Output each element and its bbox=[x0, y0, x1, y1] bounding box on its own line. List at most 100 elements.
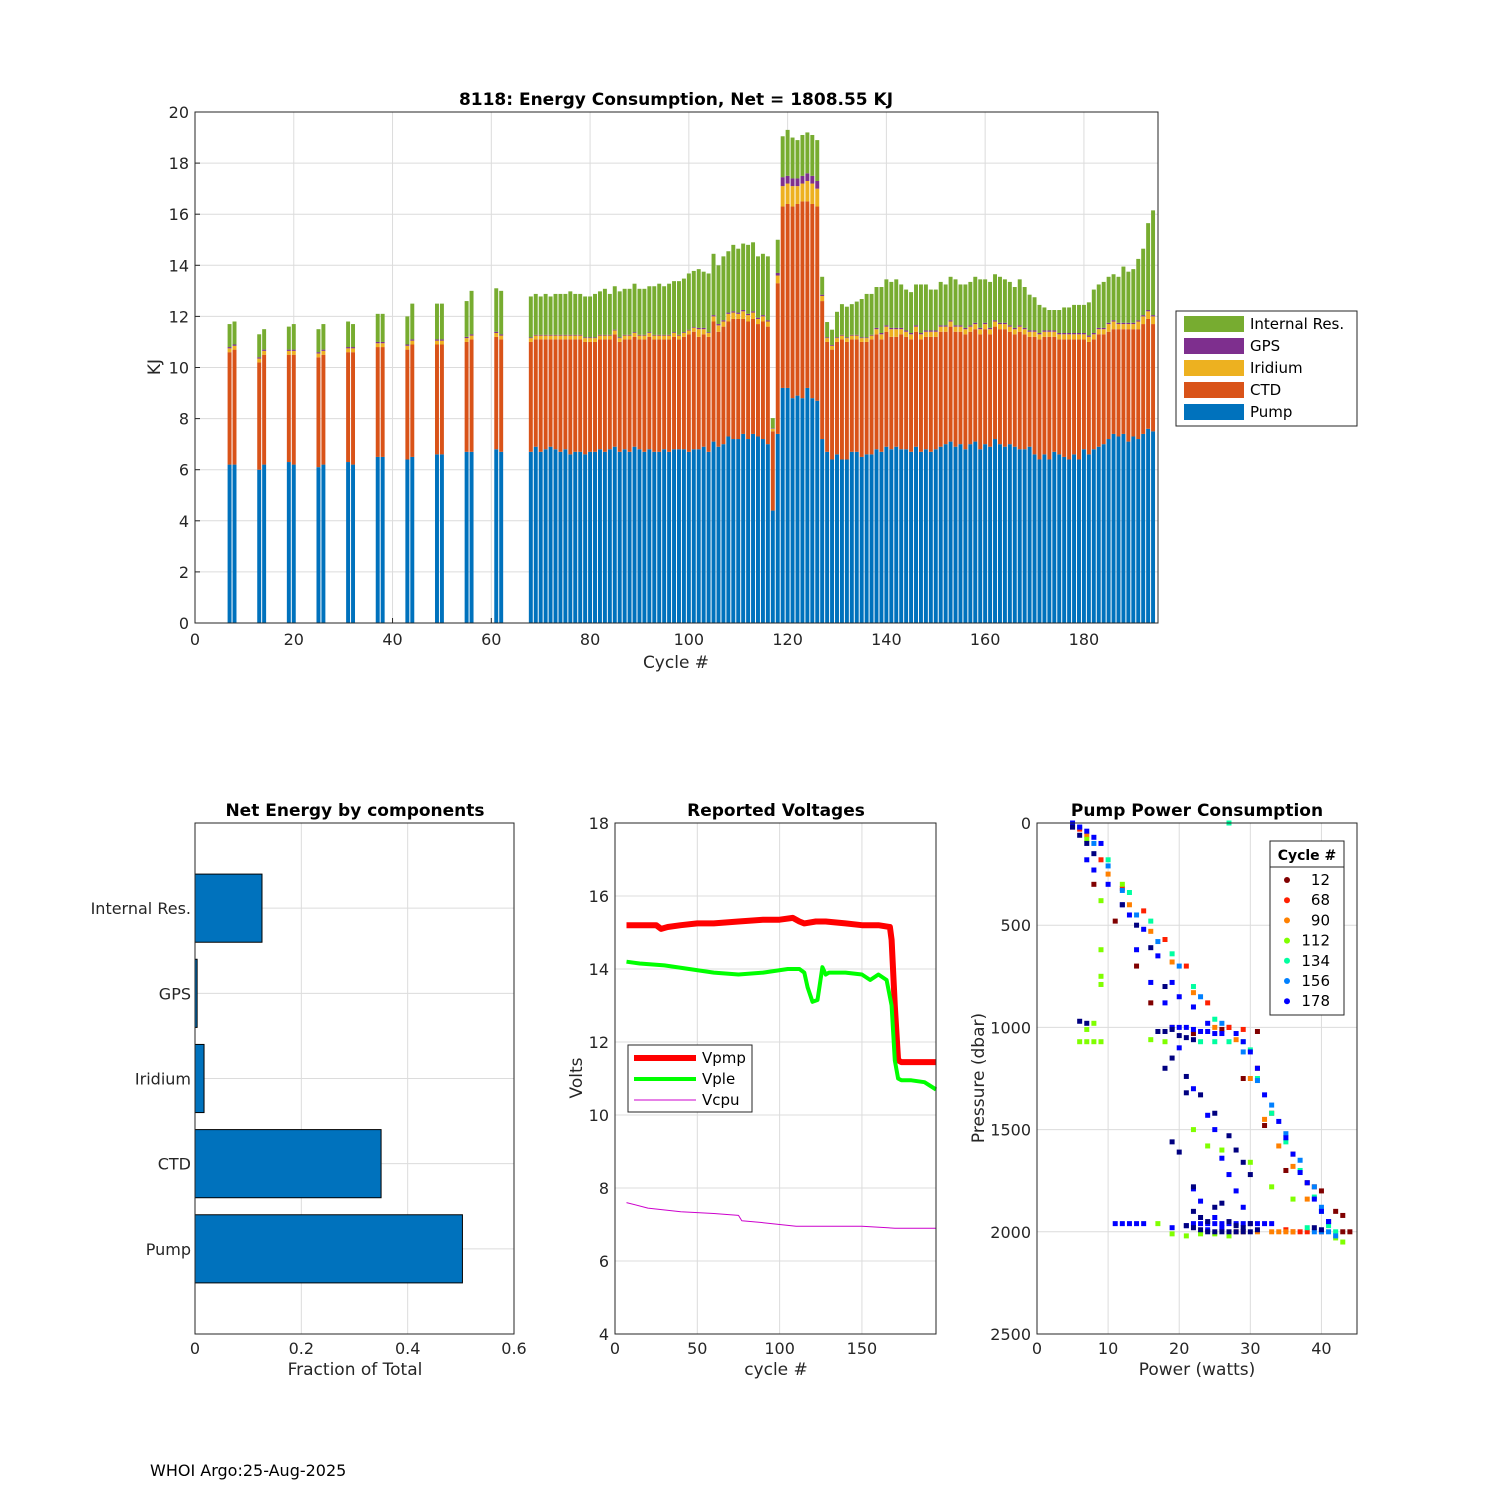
energy-bar-pump bbox=[351, 464, 356, 623]
pump-point-cycle-90 bbox=[1212, 1024, 1218, 1030]
energy-x-tick-label: 100 bbox=[674, 630, 705, 649]
pump-point-cycle-90 bbox=[1290, 1229, 1296, 1235]
energy-x-axis-label: Cycle # bbox=[643, 653, 709, 673]
energy-bar-internal bbox=[316, 329, 321, 353]
energy-bar-gps bbox=[820, 294, 825, 296]
pump-point-cycle-178 bbox=[1304, 1180, 1310, 1186]
energy-bar-gps bbox=[973, 322, 978, 325]
energy-bar-gps bbox=[874, 327, 879, 330]
energy-bar-gps bbox=[993, 320, 998, 322]
components-category-label: Internal Res. bbox=[91, 899, 191, 918]
energy-bar-gps bbox=[770, 428, 775, 429]
energy-bar-internal bbox=[647, 286, 652, 333]
energy-bar-internal bbox=[583, 296, 588, 338]
energy-bar-iridium bbox=[1052, 331, 1057, 337]
energy-bar-gps bbox=[997, 322, 1002, 325]
energy-bar-iridium bbox=[933, 331, 938, 337]
energy-bar-internal bbox=[1042, 307, 1047, 331]
energy-bar-iridium bbox=[820, 295, 825, 302]
energy-bar-internal bbox=[884, 279, 889, 326]
energy-bar-ctd bbox=[785, 203, 790, 388]
energy-bar-gps bbox=[760, 315, 765, 317]
energy-bar-pump bbox=[943, 444, 948, 623]
voltages-y-tick-label: 8 bbox=[599, 1179, 609, 1198]
pump-y-tick-label: 0 bbox=[1021, 814, 1031, 833]
energy-bar-internal bbox=[1062, 307, 1067, 334]
energy-bar-internal bbox=[918, 284, 923, 334]
energy-bar-gps bbox=[617, 337, 622, 339]
pump-point-cycle-112 bbox=[1098, 1039, 1104, 1045]
energy-legend: Internal Res. GPS Iridium CTD Pump bbox=[1175, 310, 1358, 427]
energy-bar-pump bbox=[805, 387, 810, 623]
energy-y-tick-label: 14 bbox=[169, 256, 189, 275]
energy-bar-internal bbox=[726, 251, 731, 313]
energy-bar-iridium bbox=[1126, 324, 1131, 330]
energy-bar-iridium bbox=[346, 348, 351, 353]
energy-bar-gps bbox=[835, 337, 839, 339]
energy-bar-gps bbox=[499, 334, 504, 336]
energy-bar-pump bbox=[1121, 433, 1126, 623]
energy-bar-ctd bbox=[1012, 334, 1017, 447]
energy-bar-pump bbox=[810, 398, 815, 623]
energy-bar-gps bbox=[593, 337, 597, 339]
pump-point-cycle-178 bbox=[1212, 1214, 1218, 1220]
pump-point-cycle-186 bbox=[1162, 984, 1168, 990]
energy-bar-internal bbox=[948, 276, 953, 321]
energy-bar-gps bbox=[1002, 322, 1007, 325]
energy-bar-iridium bbox=[553, 335, 558, 340]
energy-bar-iridium bbox=[351, 348, 356, 353]
energy-bar-pump bbox=[321, 464, 326, 623]
pump-point-cycle-178 bbox=[1098, 840, 1104, 846]
energy-bar-ctd bbox=[716, 331, 721, 447]
energy-bar-internal bbox=[716, 265, 721, 325]
energy-bar-iridium bbox=[805, 180, 810, 202]
energy-bar-internal bbox=[286, 326, 291, 350]
pump-x-tick-label: 40 bbox=[1311, 1339, 1331, 1358]
energy-bar-internal bbox=[889, 281, 894, 328]
pump-point-cycle-178 bbox=[1226, 1172, 1232, 1178]
energy-bar-iridium bbox=[622, 335, 627, 340]
energy-bar-iridium bbox=[835, 338, 839, 342]
energy-bar-gps bbox=[864, 337, 869, 339]
energy-bar-iridium bbox=[825, 338, 830, 342]
energy-bar-gps bbox=[1057, 333, 1062, 335]
pump-point-cycle-178 bbox=[1247, 1049, 1253, 1055]
energy-bar-internal bbox=[1106, 276, 1111, 323]
energy-bar-internal bbox=[1126, 271, 1131, 323]
reported-voltages-chart: 0 50 100 150 4 6 8 10 12 14 16 18 Reported Voltages… bbox=[567, 801, 938, 1380]
pump-point-cycle-12 bbox=[1240, 1076, 1246, 1081]
pump-point-cycle-112 bbox=[1269, 1184, 1275, 1190]
pump-y-tick-label: 1500 bbox=[990, 1121, 1031, 1140]
pump-point-cycle-112 bbox=[1098, 973, 1104, 979]
pump-point-cycle-12 bbox=[1283, 1167, 1289, 1173]
pump-point-cycle-68 bbox=[1226, 1024, 1232, 1030]
energy-legend-label-ctd: CTD bbox=[1250, 381, 1281, 399]
energy-bar-internal bbox=[785, 129, 790, 176]
energy-bar-ctd bbox=[948, 326, 953, 442]
energy-bar-ctd bbox=[943, 331, 948, 445]
pump-point-cycle-156 bbox=[1219, 1020, 1225, 1026]
pump-point-cycle-156 bbox=[1311, 1229, 1317, 1235]
energy-bar-pump bbox=[909, 451, 914, 623]
pump-point-cycle-112 bbox=[1162, 1039, 1168, 1045]
energy-bar-ctd bbox=[1027, 336, 1032, 447]
pump-point-cycle-134 bbox=[1105, 857, 1111, 863]
energy-bar-pump bbox=[568, 454, 573, 623]
energy-bar-pump bbox=[232, 464, 237, 623]
energy-bar-pump bbox=[993, 439, 998, 623]
energy-bar-ctd bbox=[731, 318, 736, 440]
energy-legend-swatch-gps bbox=[1184, 338, 1244, 354]
energy-bar-ctd bbox=[1151, 324, 1156, 432]
energy-bar-internal bbox=[790, 137, 795, 179]
pump-point-cycle-178 bbox=[1077, 824, 1083, 830]
energy-bar-gps bbox=[721, 320, 726, 322]
energy-bar-ctd bbox=[1136, 329, 1141, 440]
energy-bar-internal bbox=[499, 290, 504, 335]
energy-bar-internal bbox=[711, 253, 716, 316]
pump-point-cycle-178 bbox=[1233, 1031, 1239, 1037]
energy-bar-pump bbox=[528, 451, 533, 623]
energy-bar-iridium bbox=[978, 329, 983, 335]
energy-bar-internal bbox=[805, 132, 810, 174]
energy-bar-iridium bbox=[563, 335, 568, 340]
energy-bar-gps bbox=[736, 312, 741, 314]
